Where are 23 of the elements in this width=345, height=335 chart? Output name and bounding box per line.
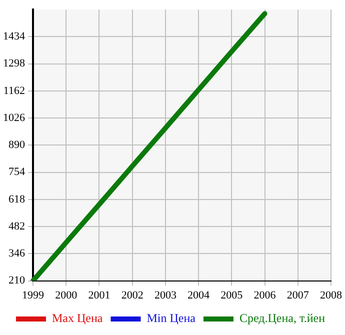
x-tick-label: 2005 <box>220 289 244 302</box>
x-tick-label: 2000 <box>55 289 78 302</box>
x-tick-label: 2003 <box>154 289 177 302</box>
y-tick-label: 1026 <box>3 112 26 124</box>
y-tick-label: 890 <box>8 139 26 152</box>
x-tick-label: 2001 <box>88 289 110 302</box>
x-tick-label: 2008 <box>320 289 342 302</box>
x-tick-label: 2006 <box>254 289 276 302</box>
x-tick-label: 2004 <box>188 289 210 302</box>
legend-label: Min Цена <box>146 311 196 326</box>
legend-label: Max Цена <box>52 311 104 326</box>
legend-label: Сред.Цена, т.йен <box>239 311 326 326</box>
y-tick-label: 482 <box>8 220 25 232</box>
x-tick-label: 2002 <box>121 289 144 302</box>
x-tick-label: 2007 <box>286 289 310 302</box>
y-tick-label: 754 <box>8 166 26 178</box>
y-tick-label: 346 <box>8 248 26 260</box>
y-tick-label: 1298 <box>3 58 26 70</box>
y-tick-label: 618 <box>8 193 26 206</box>
y-tick-label: 1434 <box>3 30 26 43</box>
y-tick-label: 1162 <box>3 84 25 97</box>
x-tick-label: 1999 <box>22 289 44 302</box>
y-tick-label: 210 <box>8 274 26 287</box>
